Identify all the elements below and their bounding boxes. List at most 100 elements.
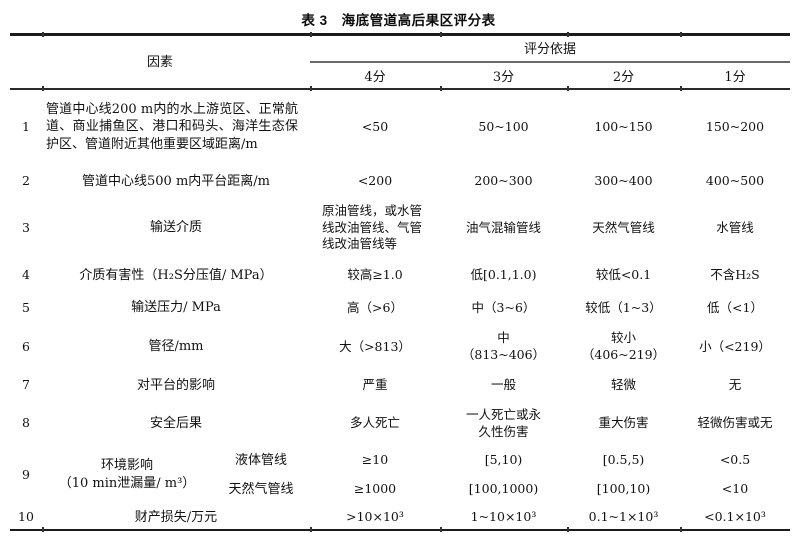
cell-score-4pt: 严重: [362, 377, 388, 393]
cell-factor: 管道中心线200 m内的水上游览区、正常航道、商业捕鱼区、港口和码头、海洋生态保…: [46, 101, 298, 152]
subrow-value: ≥10: [361, 452, 389, 468]
cell-score-2pt: 0.1~1×10³: [588, 509, 659, 525]
column-tick: [567, 86, 569, 91]
cell-no: 9: [22, 466, 30, 482]
table-row: 4 介质有害性（H₂S分压值/ MPa） 较高≥1.0 低[0.1,1.0) 较…: [10, 259, 790, 292]
pipeline-type-label: 液体管线: [234, 452, 287, 468]
cell-score-1pt: 小（<219）: [699, 338, 771, 354]
table-row: 8 安全后果 多人死亡 一人死亡或永 久性伤害 重大伤害 轻微伤害或无: [10, 401, 790, 446]
cell-factor: 安全后果: [149, 415, 202, 431]
rule-bottom: [10, 528, 790, 531]
cell-score-1pt: 无: [728, 377, 742, 393]
column-tick: [310, 32, 312, 37]
column-tick: [680, 527, 682, 532]
column-tick: [42, 32, 44, 37]
cell-score-2pt: 重大伤害: [598, 415, 649, 431]
cell-score-4pt: 原油管线，或水管 线改油管线、气管 线改油管线等: [322, 202, 423, 252]
cell-score-3pt: [5,10) [100,1000): [440, 446, 567, 504]
subrow-value: <0.5: [719, 452, 751, 468]
cell-score-2pt: 较小 （406~219）: [581, 330, 666, 362]
header-score-group: 评分依据: [523, 42, 576, 57]
cell-score-1pt: 水管线: [716, 219, 754, 235]
table-row: 7 对平台的影响 严重 一般 轻微 无: [10, 370, 790, 401]
cell-score-4pt: ≥10 ≥1000: [310, 446, 440, 504]
cell-score-4pt: <200: [357, 173, 393, 189]
cell-score-4pt: 大（>813）: [339, 338, 411, 354]
scoring-table: 因素 评分依据 4分 3分 2分 1分 1 管道中心线200 m内的水上游览区、…: [10, 32, 790, 532]
table-header: 因素 评分依据 4分 3分 2分 1分: [10, 33, 790, 88]
cell-no: 1: [22, 118, 30, 134]
cell-no: 2: [22, 173, 30, 189]
cell-score-3pt: 200~300: [474, 173, 533, 189]
cell-score-3pt: 1~10×10³: [470, 509, 537, 525]
table-row: 6 管径/mm 大（>813） 中 （813~406） 较小 （406~219）…: [10, 324, 790, 370]
cell-score-2pt: 300~400: [594, 173, 653, 189]
header-score-3pt: 3分: [492, 69, 515, 85]
column-tick: [310, 86, 312, 91]
subrow-value: [0.5,5): [602, 452, 645, 468]
rule-header-bottom: [10, 88, 790, 90]
table-row: 3 输送介质 原油管线，或水管 线改油管线、气管 线改油管线等 油气混输管线 天…: [10, 197, 790, 259]
subrow-value: [100,10): [596, 481, 651, 497]
column-tick: [440, 527, 442, 532]
column-tick: [440, 32, 442, 37]
cell-score-4pt: 较高≥1.0: [347, 267, 403, 283]
cell-score-3pt: 低[0.1,1.0): [470, 267, 537, 283]
cell-score-1pt: 轻微伤害或无: [697, 415, 773, 431]
cell-factor: 输送压力/ MPa: [131, 300, 221, 316]
cell-factor: 介质有害性（H₂S分压值/ MPa）: [79, 267, 273, 283]
cell-no: 6: [22, 338, 30, 354]
cell-score-1pt: 不含H₂S: [710, 267, 760, 283]
rule-score-group: [310, 61, 790, 63]
column-tick: [567, 527, 569, 532]
table-row: 1 管道中心线200 m内的水上游览区、正常航道、商业捕鱼区、港口和码头、海洋生…: [10, 88, 790, 166]
cell-score-1pt: <0.1×10³: [704, 509, 766, 525]
column-tick: [680, 32, 682, 37]
cell-factor: 财产损失/万元: [134, 509, 218, 525]
cell-score-2pt: 轻微: [610, 377, 636, 393]
cell-score-3pt: 50~100: [478, 118, 529, 134]
rule-top: [10, 33, 790, 36]
header-score-1pt: 1分: [724, 69, 746, 85]
cell-score-3pt: 中（3~6）: [471, 299, 536, 315]
cell-no: 5: [22, 299, 30, 315]
cell-no: 4: [22, 267, 30, 283]
cell-no: 3: [22, 219, 30, 235]
cell-score-2pt: [0.5,5) [100,10): [567, 446, 680, 504]
cell-score-2pt: 天然气管线: [592, 219, 655, 235]
column-tick: [42, 86, 44, 91]
subrow-value: [5,10): [484, 452, 523, 468]
cell-factor: 输送介质: [149, 220, 202, 236]
cell-factor: 环境影响 （10 min泄漏量/ m³）: [58, 458, 196, 491]
cell-pipeline-types: 液体管线 天然气管线: [212, 446, 310, 504]
cell-score-1pt: 低（<1）: [707, 299, 763, 315]
subrow-value: ≥1000: [353, 481, 397, 497]
cell-score-4pt: 高（>6）: [347, 299, 403, 315]
cell-no: 10: [18, 509, 34, 525]
cell-score-3pt: 一人死亡或永 久性伤害: [465, 406, 541, 439]
header-score-4pt: 4分: [364, 69, 386, 85]
cell-score-3pt: 中 （813~406）: [461, 330, 546, 362]
table-row: 10 财产损失/万元 >10×10³ 1~10×10³ 0.1~1×10³ <0…: [10, 504, 790, 531]
table-title: 表 3 海底管道高后果区评分表: [301, 13, 496, 28]
cell-score-4pt: <50: [361, 118, 389, 134]
cell-factor: 管径/mm: [148, 339, 204, 355]
cell-no: 8: [22, 415, 30, 431]
cell-score-4pt: 多人死亡: [349, 415, 400, 431]
cell-score-3pt: 油气混输管线: [465, 219, 541, 235]
column-tick: [440, 86, 442, 91]
cell-factor: 对平台的影响: [136, 377, 215, 393]
column-tick: [680, 86, 682, 91]
cell-score-2pt: 较低<0.1: [595, 267, 652, 283]
cell-score-1pt: 150~200: [705, 118, 765, 134]
column-tick: [567, 32, 569, 37]
subrow-value: <10: [721, 481, 749, 497]
cell-factor: 管道中心线500 m内平台距离/m: [82, 173, 270, 189]
header-score-2pt: 2分: [612, 69, 635, 85]
cell-no: 7: [22, 377, 30, 393]
subrow-value: [100,1000): [468, 481, 539, 497]
table-row: 9 环境影响 （10 min泄漏量/ m³） 液体管线 天然气管线 ≥10 ≥1…: [10, 446, 790, 504]
header-factor: 因素: [146, 55, 173, 70]
column-tick: [42, 527, 44, 532]
cell-score-4pt: >10×10³: [346, 509, 404, 525]
